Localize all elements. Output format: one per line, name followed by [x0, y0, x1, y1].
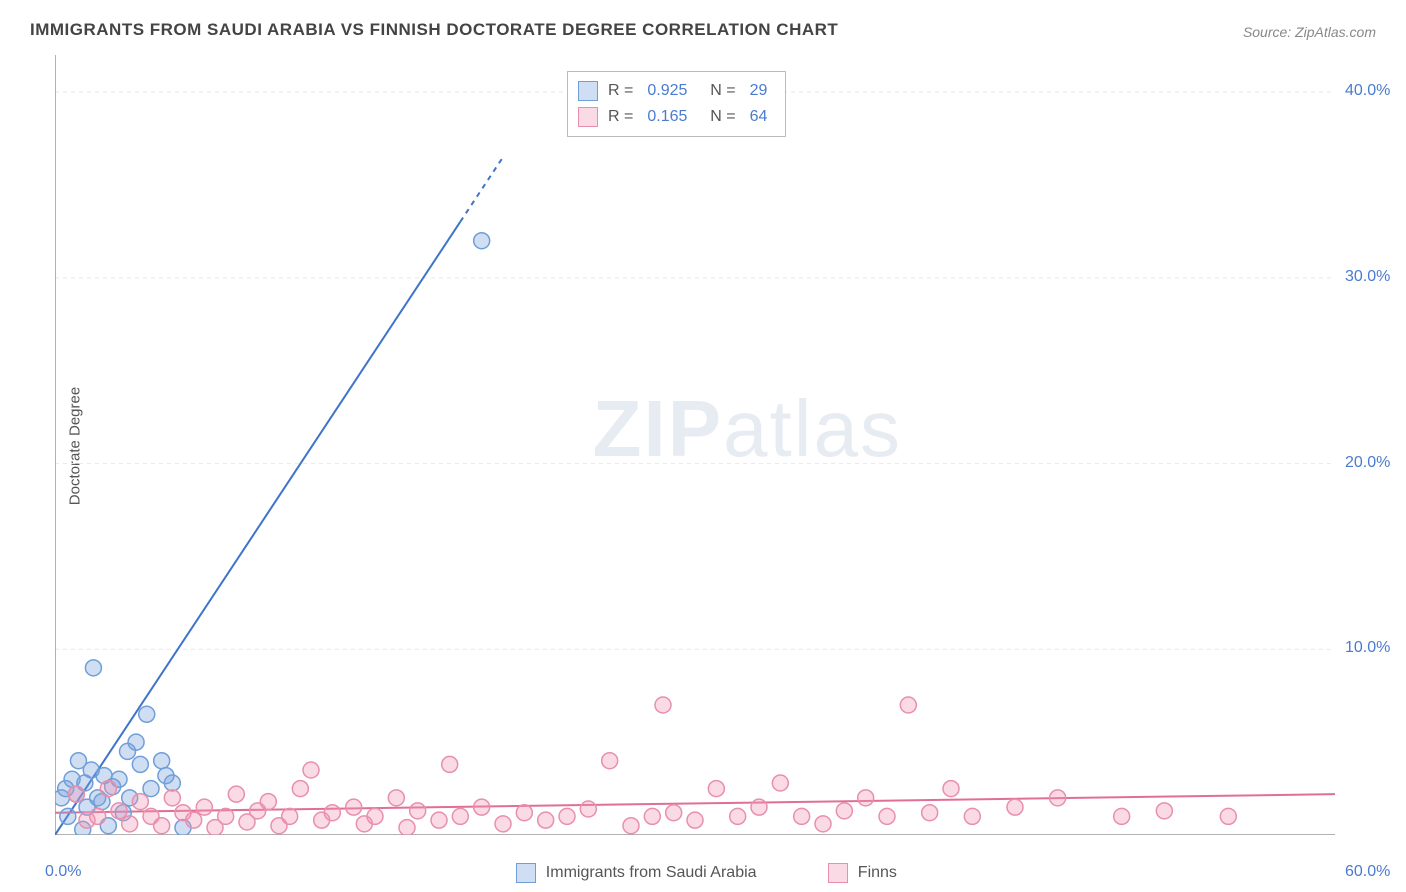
legend-r-value: 0.165 [647, 104, 687, 130]
series-name: Finns [858, 864, 897, 882]
legend-swatch [578, 81, 598, 101]
stats-legend: R = 0.925 N = 29 R = 0.165 N = 64 [567, 71, 786, 137]
legend-n-label: N = [701, 78, 735, 104]
plot-area: ZIPatlas R =0.925 N =29R =0.165 N =64 Im… [55, 55, 1335, 835]
legend-r-value: 0.925 [647, 78, 687, 104]
chart-title: IMMIGRANTS FROM SAUDI ARABIA VS FINNISH … [30, 20, 838, 40]
y-tick-label: 30.0% [1345, 268, 1390, 286]
legend-n-value: 64 [750, 104, 768, 130]
bottom-legend-item: Immigrants from Saudi Arabia [516, 863, 757, 883]
y-tick-label: 10.0% [1345, 639, 1390, 657]
series-name: Immigrants from Saudi Arabia [546, 864, 757, 882]
y-tick-label: 40.0% [1345, 82, 1390, 100]
y-tick-label: 20.0% [1345, 454, 1390, 472]
x-tick-label: 0.0% [45, 863, 81, 881]
legend-row: R = 0.165 N = 64 [578, 104, 771, 130]
legend-n-label: N = [701, 104, 735, 130]
legend-r-label: R = [608, 104, 633, 130]
legend-swatch [828, 863, 848, 883]
scatter-chart [55, 55, 1335, 835]
legend-row: R = 0.925 N = 29 [578, 78, 771, 104]
legend-swatch [516, 863, 536, 883]
legend-n-value: 29 [750, 78, 768, 104]
legend-r-label: R = [608, 78, 633, 104]
x-tick-label: 60.0% [1345, 863, 1390, 881]
legend-swatch [578, 107, 598, 127]
bottom-legend-item: Finns [828, 863, 897, 883]
source-label: Source: ZipAtlas.com [1243, 24, 1376, 40]
